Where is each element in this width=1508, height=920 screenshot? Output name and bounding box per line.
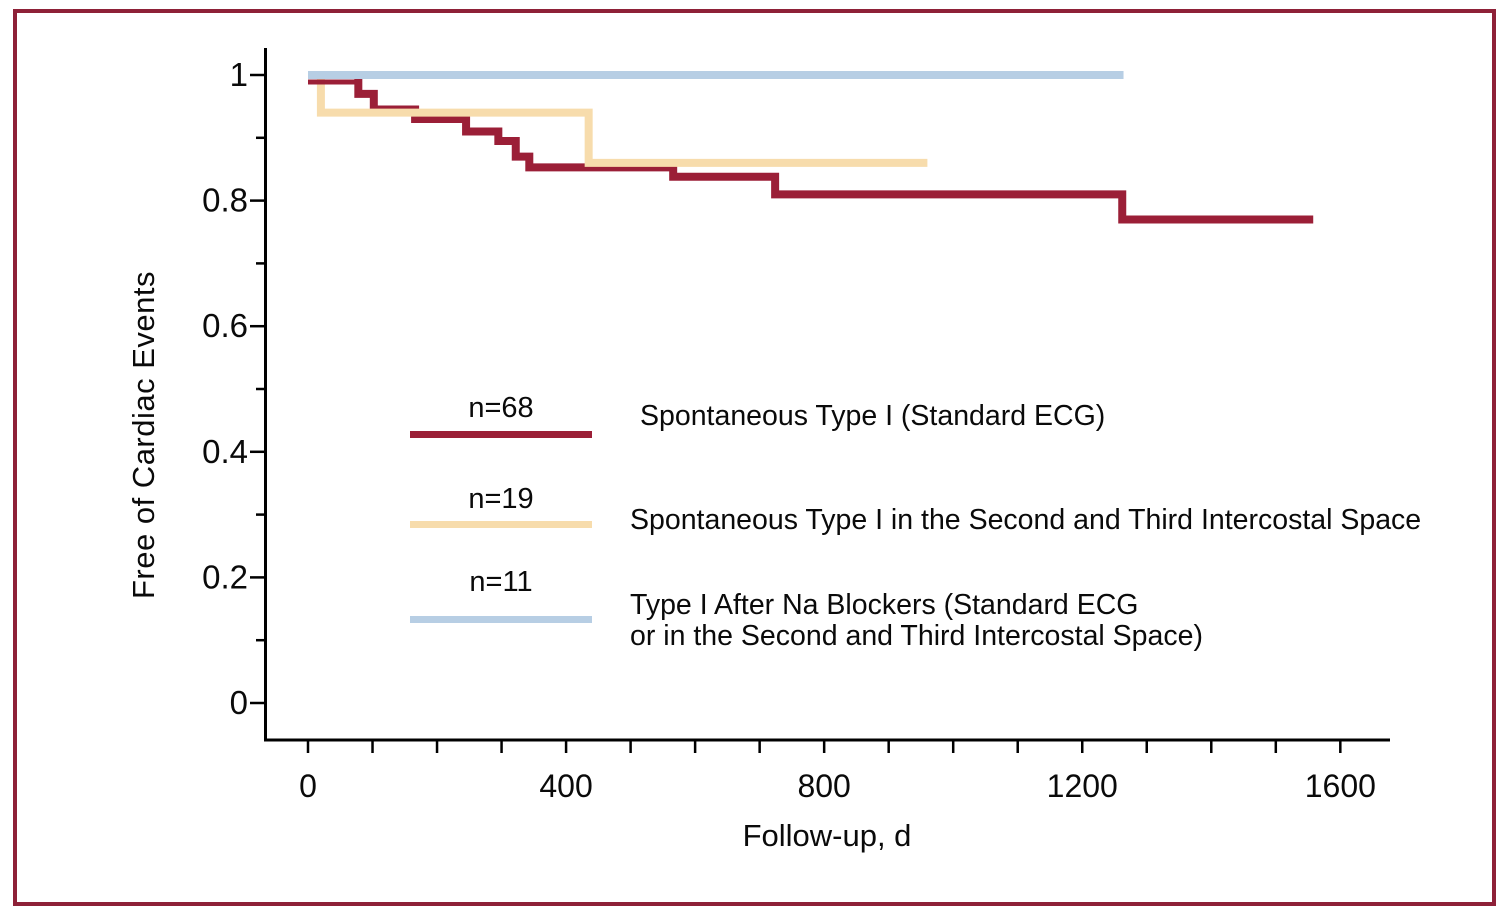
y-axis-title: Free of Cardiac Events [126, 270, 161, 600]
svg-text:0.6: 0.6 [202, 307, 248, 344]
legend-swatch-red [410, 431, 592, 438]
svg-text:800: 800 [797, 768, 850, 804]
legend-label-tan: Spontaneous Type I in the Second and Thi… [630, 505, 1421, 536]
legend-n-label-tan: n=19 [468, 483, 534, 515]
legend-swatch-blue [410, 616, 592, 623]
svg-text:0.8: 0.8 [202, 182, 248, 219]
svg-text:400: 400 [539, 768, 592, 804]
legend-n-label-blue: n=11 [469, 566, 533, 598]
legend-label-blue-text-line2: or in the Second and Third Intercostal S… [630, 620, 1203, 652]
svg-text:0: 0 [299, 768, 317, 804]
legend-swatch-tan [410, 521, 592, 528]
svg-text:1200: 1200 [1047, 768, 1118, 804]
svg-text:1: 1 [230, 56, 248, 93]
svg-text:0: 0 [230, 684, 248, 721]
legend-label-blue: Type I After Na Blockers (Standard ECG or… [630, 590, 1203, 652]
svg-text:0.4: 0.4 [202, 433, 248, 470]
legend-label-tan-text: Spontaneous Type I in the Second and Thi… [630, 504, 1422, 536]
legend-n-label-red: n=68 [468, 392, 534, 424]
figure-frame [13, 9, 1496, 906]
svg-text:0.2: 0.2 [202, 558, 248, 595]
legend-label-red-text: Spontaneous Type I (Standard ECG) [640, 400, 1106, 432]
x-axis-title: Follow-up, d [742, 818, 912, 853]
legend-label-blue-text-line1: Type I After Na Blockers (Standard ECG [630, 589, 1139, 621]
svg-text:1600: 1600 [1305, 768, 1376, 804]
legend-label-red: Spontaneous Type I (Standard ECG) [640, 401, 1105, 432]
